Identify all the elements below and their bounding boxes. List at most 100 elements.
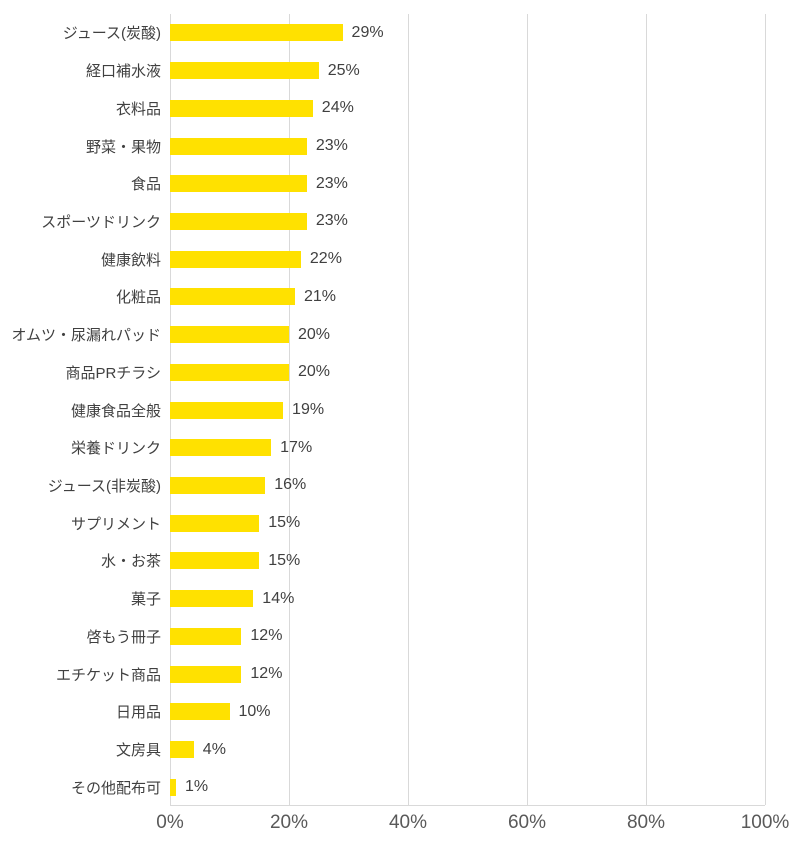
value-label: 4%	[202, 740, 226, 758]
bar-track: 20%	[170, 353, 765, 391]
bar-track: 23%	[170, 127, 765, 165]
bar-row: 水・お茶 15%	[0, 542, 765, 580]
bar-row: 栄養ドリンク 17%	[0, 429, 765, 467]
value-label: 23%	[315, 174, 348, 192]
bar	[170, 741, 194, 759]
bar-track: 21%	[170, 278, 765, 316]
value-label: 19%	[292, 401, 325, 419]
category-label: 栄養ドリンク	[70, 440, 161, 458]
bar	[170, 703, 230, 721]
category-label: 経口補水液	[85, 63, 161, 81]
category-label: 食品	[130, 176, 161, 194]
bar-track: 19%	[170, 391, 765, 429]
value-label: 23%	[315, 212, 348, 230]
bar-track: 23%	[170, 203, 765, 241]
bar-track: 14%	[170, 580, 765, 618]
bar-row: 衣料品 24%	[0, 89, 765, 127]
value-label: 14%	[262, 589, 295, 607]
bar-row: ジュース(非炭酸) 16%	[0, 467, 765, 505]
value-label: 20%	[298, 325, 331, 343]
category-label: ジュース(炭酸)	[62, 25, 161, 43]
bar	[170, 288, 295, 306]
bar-track: 23%	[170, 165, 765, 203]
bar-track: 17%	[170, 429, 765, 467]
bar-row: 化粧品 21%	[0, 278, 765, 316]
x-tick-label: 100%	[740, 812, 790, 833]
x-axis: 0% 20% 40% 60% 80% 100%	[156, 812, 789, 838]
bar-row: 菓子 14%	[0, 580, 765, 618]
bar-track: 29%	[170, 14, 765, 52]
bar	[170, 326, 289, 344]
value-label: 16%	[274, 476, 307, 494]
value-label: 15%	[268, 514, 301, 532]
category-label: 文房具	[115, 742, 161, 760]
value-label: 25%	[327, 61, 360, 79]
bar-row: オムツ・尿漏れパッド 20%	[0, 316, 765, 354]
bar-row: 健康飲料 22%	[0, 240, 765, 278]
bar-track: 4%	[170, 731, 765, 769]
value-label: 10%	[238, 702, 271, 720]
category-label: オムツ・尿漏れパッド	[11, 327, 161, 345]
category-label: 水・お茶	[100, 553, 161, 571]
bar	[170, 250, 301, 268]
x-tick-label: 20%	[269, 812, 309, 833]
bar-row: 経口補水液 25%	[0, 52, 765, 90]
gridline	[527, 14, 528, 805]
bar-row: 文房具 4%	[0, 731, 765, 769]
value-label: 15%	[268, 551, 301, 569]
bar	[170, 62, 319, 80]
category-label: ジュース(非炭酸)	[47, 477, 161, 495]
gridline	[765, 14, 766, 805]
bar-row: ジュース(炭酸) 29%	[0, 14, 765, 52]
category-label: 商品PRチラシ	[65, 364, 161, 382]
x-tick-label: 0%	[156, 812, 184, 833]
bar	[170, 363, 289, 381]
bar-track: 12%	[170, 655, 765, 693]
value-label: 21%	[303, 287, 336, 305]
category-label: 菓子	[130, 591, 161, 609]
bar-row: 日用品 10%	[0, 693, 765, 731]
category-label: 啓もう冊子	[86, 628, 161, 646]
bar-track: 12%	[170, 618, 765, 656]
category-label: スポーツドリンク	[41, 213, 161, 231]
value-label: 23%	[315, 137, 348, 155]
value-label: 1%	[184, 778, 209, 796]
value-label: 12%	[250, 627, 283, 645]
value-label: 17%	[280, 438, 313, 456]
bar	[170, 175, 307, 193]
x-tick-label: 80%	[626, 812, 666, 833]
bar-track: 25%	[170, 52, 765, 90]
bar-track: 22%	[170, 240, 765, 278]
bar-track: 15%	[170, 504, 765, 542]
bar	[170, 778, 176, 796]
bar	[170, 439, 272, 457]
category-label: 衣料品	[115, 100, 161, 118]
value-label: 12%	[250, 665, 283, 683]
category-label: エチケット商品	[55, 666, 161, 684]
value-label: 29%	[351, 23, 384, 41]
bar	[170, 212, 307, 230]
bar	[170, 665, 242, 683]
bar	[170, 24, 343, 42]
category-label: 化粧品	[115, 289, 161, 307]
x-tick-label: 60%	[507, 812, 547, 833]
gridline	[646, 14, 647, 805]
bar-track: 1%	[170, 768, 765, 806]
bar-track: 16%	[170, 467, 765, 505]
value-label: 22%	[309, 250, 342, 268]
bar	[170, 627, 242, 645]
bar	[170, 590, 254, 608]
bar-row: サプリメント 15%	[0, 504, 765, 542]
bar	[170, 137, 307, 155]
category-label: 日用品	[115, 704, 161, 722]
bar-track: 10%	[170, 693, 765, 731]
category-label: 健康飲料	[100, 251, 161, 269]
value-label: 24%	[321, 99, 354, 117]
bar-row: 啓もう冊子 12%	[0, 618, 765, 656]
bar-track: 15%	[170, 542, 765, 580]
bar	[170, 99, 313, 117]
bar-row: 野菜・果物 23%	[0, 127, 765, 165]
category-label: サプリメント	[70, 515, 161, 533]
category-label: その他配布可	[70, 779, 161, 797]
